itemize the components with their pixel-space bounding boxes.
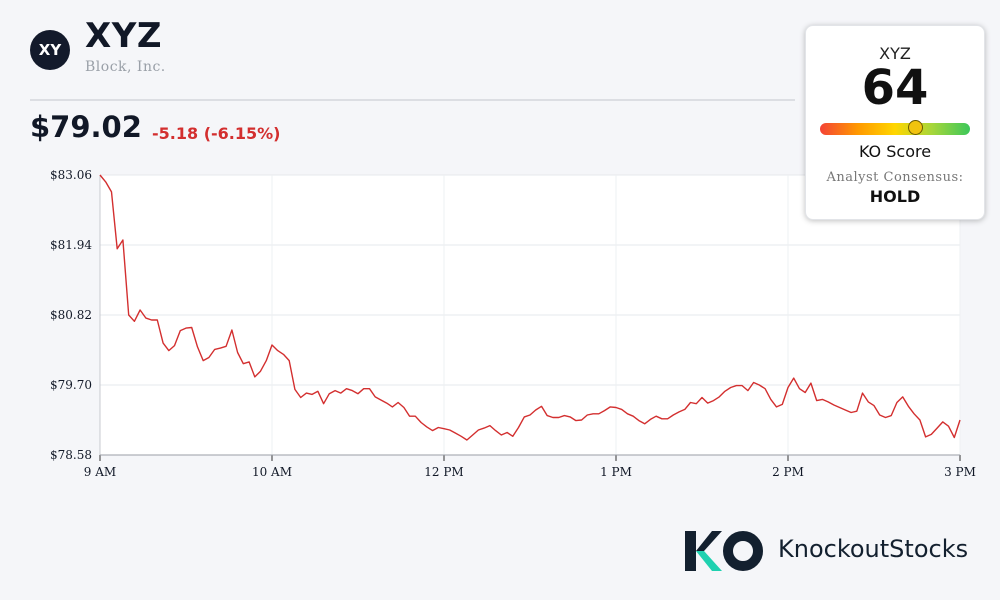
price-change: -5.18 (-6.15%) bbox=[152, 124, 281, 143]
ko-score-label: KO Score bbox=[858, 142, 932, 161]
price-series-line bbox=[99, 174, 961, 441]
knockoutstocks-logo-icon bbox=[685, 531, 763, 571]
y-tick-label: $79.70 bbox=[50, 378, 92, 392]
y-tick-label: $80.82 bbox=[50, 308, 92, 322]
analyst-consensus-value: HOLD bbox=[869, 187, 921, 206]
company-logo: XY bbox=[30, 30, 70, 70]
ko-score-marker bbox=[908, 120, 923, 135]
header-divider bbox=[30, 99, 795, 101]
x-tick-label: 12 PM bbox=[424, 465, 463, 479]
x-tick-label: 10 AM bbox=[252, 465, 292, 479]
y-tick-label: $81.94 bbox=[50, 238, 92, 252]
y-tick-label: $78.58 bbox=[50, 448, 92, 462]
ko-score-value: 64 bbox=[861, 60, 929, 116]
x-tick-label: 1 PM bbox=[600, 465, 632, 479]
analyst-consensus-label: Analyst Consensus: bbox=[826, 170, 964, 185]
y-tick-label: $83.06 bbox=[50, 168, 92, 182]
x-tick-label: 2 PM bbox=[772, 465, 804, 479]
x-tick-label: 9 AM bbox=[84, 465, 116, 479]
ticker-symbol: XYZ bbox=[85, 16, 162, 56]
company-name: Block, Inc. bbox=[85, 59, 166, 75]
current-price: $79.02 bbox=[30, 110, 142, 144]
ko-ticker: XYZ bbox=[879, 44, 911, 63]
ko-score-card: XYZ 64 KO Score Analyst Consensus: HOLD bbox=[805, 25, 985, 220]
ko-score-gauge bbox=[820, 120, 970, 135]
x-tick-label: 3 PM bbox=[944, 465, 976, 479]
brand-name: KnockoutStocks bbox=[778, 535, 969, 563]
